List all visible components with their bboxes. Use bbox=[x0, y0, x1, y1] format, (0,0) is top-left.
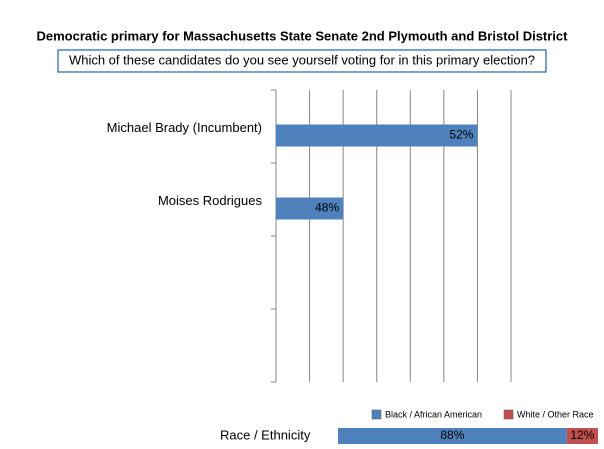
subtitle-box bbox=[57, 49, 547, 73]
data-label: 88% bbox=[440, 428, 464, 442]
data-label: 52% bbox=[449, 128, 473, 142]
legend-label: Black / African American bbox=[385, 409, 482, 419]
y-tick-label: Moises Rodrigues bbox=[158, 193, 263, 208]
chart-subtitle: Which of these candidates do you see you… bbox=[69, 52, 535, 67]
chart-title: Democratic primary for Massachusetts Sta… bbox=[37, 28, 569, 43]
legend-swatch bbox=[503, 409, 514, 420]
bar-segment bbox=[566, 428, 598, 444]
bar-segment bbox=[338, 428, 567, 444]
legend-swatch bbox=[371, 409, 382, 420]
legend-label: White / Other Race bbox=[517, 409, 594, 419]
y-tick-label: Michael Brady (Incumbent) bbox=[107, 120, 262, 135]
category-label: Race / Ethnicity bbox=[220, 427, 311, 442]
bar bbox=[276, 124, 478, 147]
data-label: 48% bbox=[315, 201, 339, 215]
bar bbox=[276, 197, 344, 220]
data-label: 12% bbox=[570, 428, 594, 442]
